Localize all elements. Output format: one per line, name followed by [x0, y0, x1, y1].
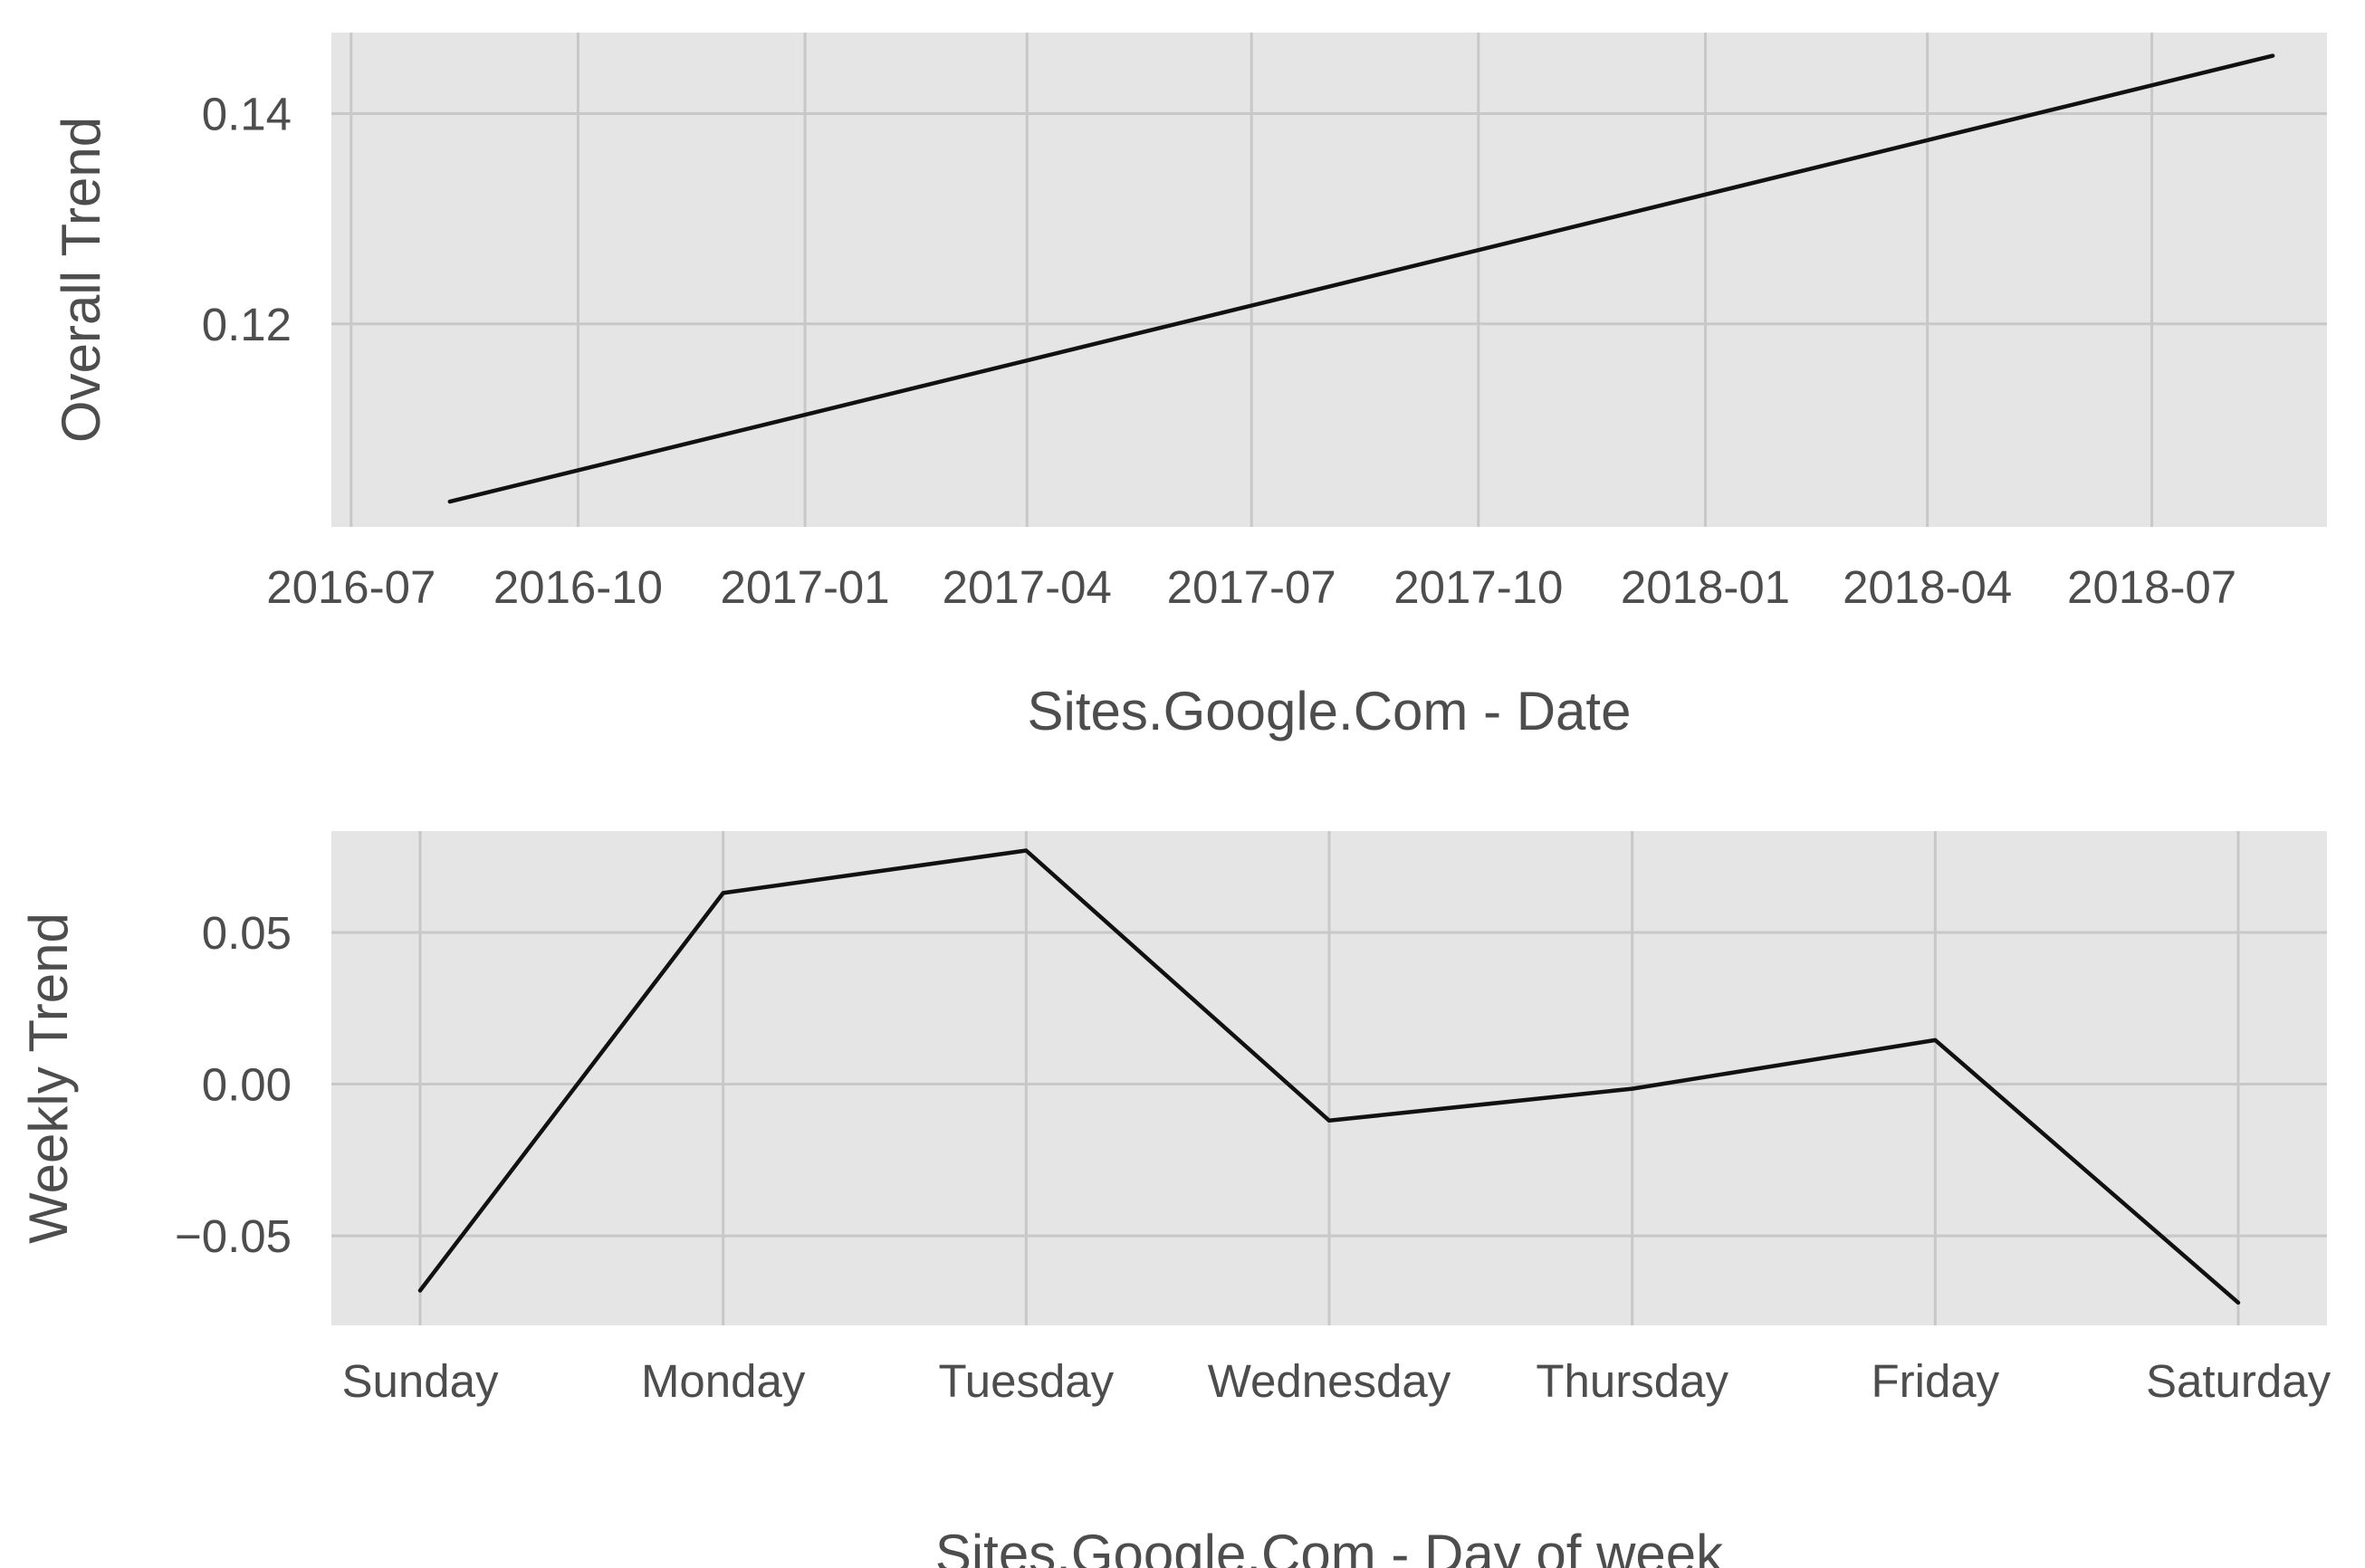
weekly-trend-y-ticks: −0.05 0.00 0.05 — [175, 907, 292, 1262]
overall-trend-x-axis-title: Sites.Google.Com - Date — [1028, 681, 1632, 741]
weekly-trend-grid — [331, 831, 2327, 1325]
overall-trend-x-tick-label: 2016-07 — [266, 561, 436, 613]
weekly-trend-x-axis-title: Sites.Google.Com - Day of week — [935, 1524, 1724, 1568]
overall-trend-panel: 2016-07 2016-10 2017-01 2017-04 2017-07 2017-… — [51, 33, 2327, 741]
weekly-trend-x-tick-label: Tuesday — [938, 1355, 1114, 1407]
overall-trend-grid — [331, 33, 2327, 527]
overall-trend-x-tick-label: 2016-10 — [493, 561, 663, 613]
weekly-trend-x-tick-label: Sunday — [342, 1355, 499, 1407]
overall-trend-x-tick-label: 2018-04 — [1843, 561, 2012, 613]
overall-trend-x-tick-label: 2017-04 — [943, 561, 1112, 613]
overall-trend-y-tick-label: 0.14 — [202, 88, 292, 139]
overall-trend-x-tick-label: 2017-07 — [1167, 561, 1336, 613]
weekly-trend-x-ticks: Sunday Monday Tuesday Wednesday Thursday Frid… — [342, 1355, 2331, 1407]
weekly-trend-x-tick-label: Monday — [641, 1355, 806, 1407]
overall-trend-x-tick-label: 2018-07 — [2067, 561, 2236, 613]
overall-trend-series — [447, 53, 2275, 504]
weekly-trend-panel: Sunday Monday Tuesday Wednesday Thursday Frid… — [18, 831, 2331, 1568]
weekly-trend-line — [417, 848, 2241, 1305]
weekly-trend-series — [417, 848, 2241, 1305]
weekly-trend-x-tick-label: Friday — [1871, 1355, 1999, 1407]
weekly-trend-x-tick-label: Wednesday — [1208, 1355, 1451, 1407]
overall-trend-x-tick-label: 2017-01 — [720, 561, 889, 613]
weekly-trend-y-tick-label: 0.05 — [202, 907, 292, 959]
overall-trend-plot-area — [331, 33, 2327, 527]
overall-trend-y-tick-label: 0.12 — [202, 299, 292, 350]
overall-trend-line — [447, 53, 2275, 504]
weekly-trend-x-tick-label: Saturday — [2146, 1355, 2331, 1407]
overall-trend-x-tick-label: 2018-01 — [1621, 561, 1790, 613]
overall-trend-y-axis-title: Overall Trend — [51, 117, 111, 443]
weekly-trend-x-tick-label: Thursday — [1536, 1355, 1728, 1407]
weekly-trend-y-tick-label: −0.05 — [175, 1210, 292, 1262]
overall-trend-x-ticks: 2016-07 2016-10 2017-01 2017-04 2017-07 2017-… — [266, 561, 2236, 613]
weekly-trend-y-tick-label: 0.00 — [202, 1059, 292, 1111]
weekly-trend-y-axis-title: Weekly Trend — [18, 913, 79, 1244]
overall-trend-y-ticks: 0.12 0.14 — [202, 88, 292, 349]
overall-trend-x-tick-label: 2017-10 — [1393, 561, 1563, 613]
